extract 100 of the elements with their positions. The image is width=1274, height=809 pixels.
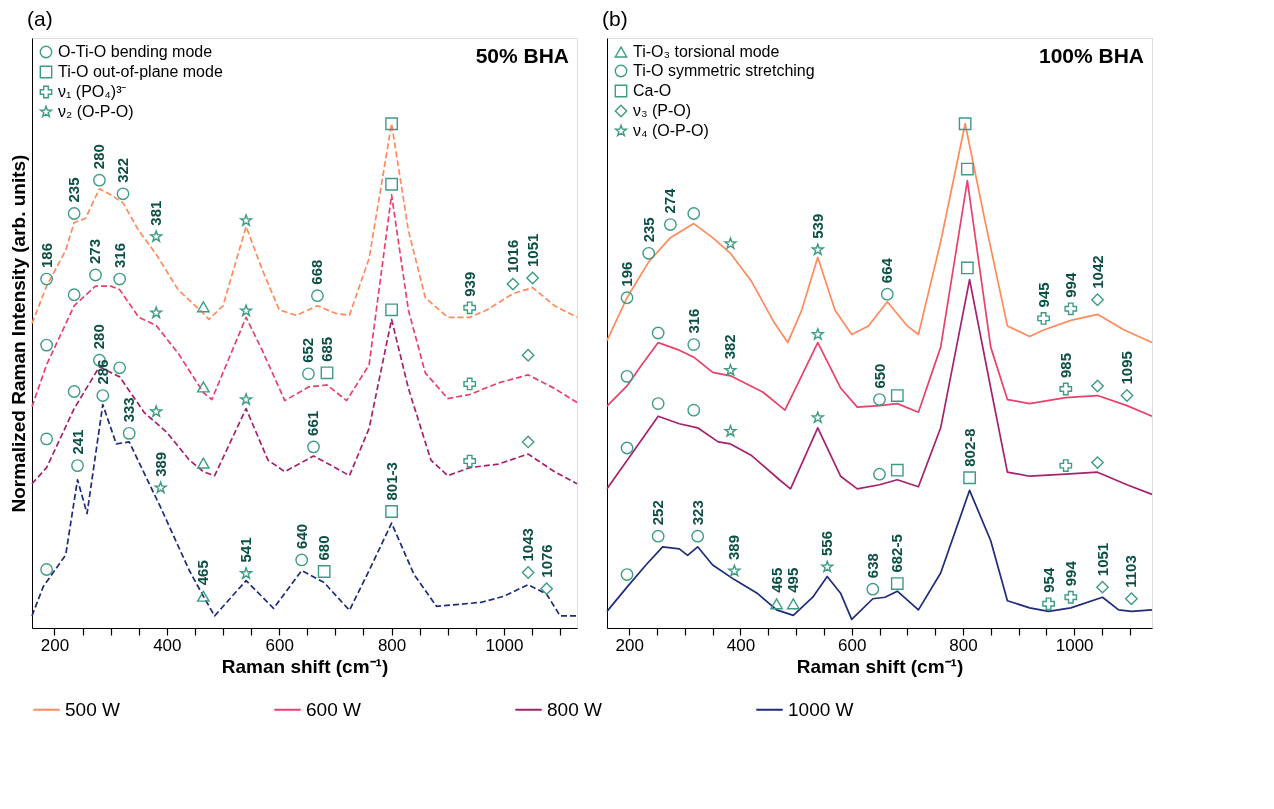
annotation: 652	[299, 337, 317, 363]
annotation: 640	[292, 523, 310, 549]
point	[295, 553, 309, 567]
point	[651, 529, 665, 543]
point	[540, 582, 554, 596]
point	[40, 338, 54, 352]
legend-label: Ti-O symmetric stretching	[633, 62, 815, 79]
point	[687, 207, 701, 220]
point	[1125, 592, 1138, 606]
point	[239, 304, 253, 317]
point	[620, 369, 634, 383]
legend-label: ν₄ (O-P-O)	[633, 122, 709, 139]
chart-title: 100% BHA	[1038, 44, 1144, 67]
point	[642, 246, 656, 260]
annotation: 541	[237, 537, 255, 563]
point	[811, 411, 824, 424]
annotation: 316	[684, 308, 702, 334]
annotation: 382	[721, 334, 739, 360]
point	[620, 568, 634, 581]
annotation: 273	[86, 238, 104, 265]
point	[811, 243, 824, 256]
x-tick-label: 1000	[485, 635, 524, 655]
point	[89, 268, 102, 282]
point	[960, 162, 974, 176]
annotation: 650	[870, 363, 888, 389]
y-axis-title: Normalized Raman Intensity (arb. units)	[7, 154, 29, 513]
annotation: 1051	[1093, 542, 1111, 577]
point	[302, 367, 315, 381]
annotation: 939	[460, 271, 478, 297]
point	[890, 577, 904, 591]
point	[1091, 456, 1104, 469]
point	[526, 271, 540, 285]
x-tick-label: 800	[949, 635, 978, 655]
annotation: 685	[317, 336, 335, 362]
point	[40, 272, 54, 286]
chart-title: 50% BHA	[475, 44, 569, 67]
annotation: 1016	[503, 239, 521, 274]
point	[196, 301, 210, 313]
point	[196, 457, 210, 469]
x-tick-label: 400	[726, 635, 756, 655]
point	[116, 187, 130, 201]
annotation: 333	[120, 397, 138, 423]
point	[385, 117, 398, 131]
point	[506, 277, 520, 291]
annotation: 381	[147, 200, 165, 226]
point	[122, 426, 136, 440]
annotation: 252	[649, 500, 667, 526]
point	[873, 467, 886, 481]
annotation: 556	[818, 530, 836, 556]
point	[724, 363, 737, 376]
annotation: 985	[1056, 352, 1074, 378]
point	[239, 214, 253, 226]
annotation: 802-8	[960, 428, 978, 467]
annotation: 945	[1034, 282, 1052, 308]
annotation: 801-3	[382, 462, 400, 501]
legend-label: Ti-O out-of-plane mode	[58, 63, 223, 80]
annotation: 280	[90, 144, 108, 170]
annotation: 994	[1061, 272, 1079, 298]
annotation: 1051	[523, 233, 541, 268]
point	[1120, 389, 1134, 402]
point	[67, 288, 81, 302]
point	[463, 454, 477, 468]
point	[96, 389, 110, 402]
point	[154, 481, 167, 494]
point	[620, 441, 634, 455]
annotation: 280	[90, 324, 108, 350]
point	[724, 237, 737, 250]
annotation: 682-5	[888, 534, 906, 573]
legend-label: O-Ti-O bending mode	[58, 43, 213, 60]
x-tick-label: 400	[153, 635, 182, 655]
point	[1091, 293, 1104, 307]
point	[317, 565, 331, 578]
legend-label: 1000 W	[788, 698, 854, 720]
point	[1037, 311, 1050, 325]
point	[196, 381, 210, 393]
legend-label: 800 W	[547, 698, 602, 720]
annotation: 539	[808, 213, 826, 239]
annotation: 186	[37, 243, 55, 269]
x-tick-label: 1000	[1055, 635, 1094, 655]
point	[463, 377, 477, 391]
point	[385, 177, 398, 191]
legend-label: 500 W	[65, 698, 120, 720]
x-axis-title: Raman shift (cm⁻¹)	[221, 655, 389, 677]
legend-label: ν₃ (P-O)	[633, 102, 692, 119]
annotation: 235	[65, 177, 83, 203]
annotation: 680	[315, 535, 333, 561]
point	[786, 598, 800, 610]
point	[687, 338, 701, 351]
point	[239, 567, 253, 579]
point	[239, 393, 253, 405]
point	[71, 459, 84, 473]
legend-label: ν₂ (O-P-O)	[58, 103, 134, 120]
text: (a)	[27, 7, 53, 30]
x-tick-label: 600	[265, 635, 294, 655]
point	[728, 564, 741, 577]
point	[664, 218, 677, 231]
annotation: 465	[194, 560, 212, 586]
point	[873, 393, 886, 406]
point	[1042, 597, 1055, 611]
point	[521, 435, 535, 449]
